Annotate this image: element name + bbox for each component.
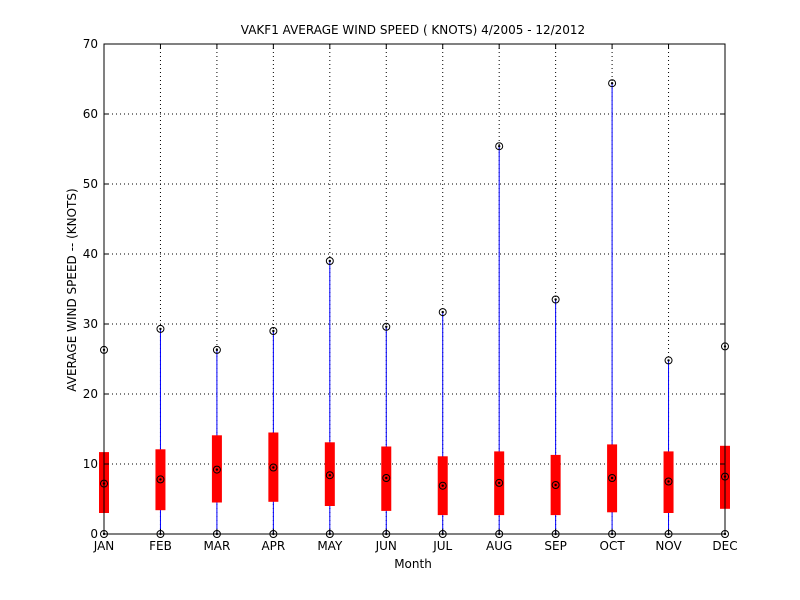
max-marker-dot bbox=[385, 325, 388, 328]
x-tick-label: APR bbox=[261, 539, 285, 553]
box-sep bbox=[550, 295, 561, 538]
median-marker-dot bbox=[554, 483, 557, 487]
box-apr bbox=[268, 327, 279, 538]
max-marker-dot bbox=[441, 310, 444, 314]
max-marker-dot bbox=[328, 259, 332, 263]
median-marker bbox=[156, 475, 165, 484]
y-tick-label: 70 bbox=[83, 37, 98, 51]
x-tick-label: OCT bbox=[600, 539, 626, 553]
x-tick-label: SEP bbox=[544, 539, 566, 553]
plot-marks bbox=[99, 79, 730, 538]
median-marker-dot bbox=[497, 481, 501, 485]
box-feb bbox=[155, 324, 166, 538]
x-tick-label: DEC bbox=[712, 539, 737, 553]
max-marker bbox=[382, 322, 391, 331]
max-marker bbox=[438, 308, 447, 317]
y-tick-label: 10 bbox=[83, 457, 98, 471]
max-marker-dot bbox=[497, 145, 501, 148]
y-axis-label: AVERAGE WIND SPEED -- (KNOTS) bbox=[65, 188, 79, 391]
max-marker-dot bbox=[610, 82, 614, 85]
x-tick-label: MAR bbox=[203, 539, 230, 553]
median-marker bbox=[212, 465, 221, 474]
max-marker bbox=[269, 327, 278, 335]
y-tick-label: 0 bbox=[90, 527, 98, 541]
chart-title: VAKF1 AVERAGE WIND SPEED ( KNOTS) 4/2005… bbox=[241, 23, 585, 37]
median-marker-dot bbox=[667, 480, 670, 483]
axis-ticks: 0 10 20 30 40 50 60 70 JAN FEB MAR APR MAY JUN JUL AUG S… bbox=[83, 37, 738, 553]
max-marker bbox=[664, 356, 673, 365]
grid-lines bbox=[104, 44, 725, 534]
y-tick-label: 30 bbox=[83, 317, 98, 331]
x-tick-label: FEB bbox=[149, 539, 172, 553]
y-tick-label: 60 bbox=[83, 107, 98, 121]
x-axis-label: Month bbox=[394, 557, 432, 571]
median-marker bbox=[382, 474, 391, 482]
median-marker bbox=[495, 478, 504, 487]
median-marker bbox=[608, 474, 617, 482]
max-marker-dot bbox=[159, 327, 162, 331]
max-marker-dot bbox=[272, 329, 275, 333]
median-marker-dot bbox=[610, 476, 614, 480]
max-marker bbox=[156, 324, 165, 333]
median-marker bbox=[551, 481, 560, 489]
max-marker bbox=[212, 345, 221, 354]
max-marker-dot bbox=[667, 359, 670, 362]
x-tick-label: AUG bbox=[486, 539, 512, 553]
max-marker bbox=[325, 257, 334, 265]
box-jun bbox=[381, 322, 392, 538]
median-marker bbox=[664, 477, 673, 486]
median-marker-dot bbox=[272, 466, 275, 469]
y-tick-label: 40 bbox=[83, 247, 98, 261]
median-marker-dot bbox=[441, 484, 444, 487]
plot-area-border bbox=[103, 43, 726, 535]
x-tick-label: NOV bbox=[655, 539, 682, 553]
max-marker bbox=[495, 142, 504, 151]
x-tick-label: JAN bbox=[93, 539, 115, 553]
box-oct bbox=[607, 79, 618, 538]
max-marker bbox=[551, 295, 560, 304]
median-marker-dot bbox=[385, 476, 388, 480]
median-marker-dot bbox=[159, 478, 162, 481]
box-nov bbox=[663, 356, 674, 538]
box-may bbox=[324, 257, 335, 538]
max-marker-dot bbox=[554, 298, 557, 301]
max-marker bbox=[608, 79, 617, 88]
box-aug bbox=[494, 142, 505, 538]
median-marker bbox=[269, 463, 278, 472]
median-marker bbox=[325, 471, 334, 480]
median-marker-dot bbox=[328, 474, 332, 477]
median-marker bbox=[438, 481, 447, 490]
y-tick-label: 50 bbox=[83, 177, 98, 191]
median-marker-dot bbox=[215, 468, 219, 471]
box-mar bbox=[211, 345, 222, 538]
y-tick-label: 20 bbox=[83, 387, 98, 401]
max-marker-dot bbox=[215, 348, 219, 352]
box-jul bbox=[437, 308, 448, 538]
x-tick-label: JUL bbox=[432, 539, 452, 553]
x-tick-label: MAY bbox=[317, 539, 343, 553]
x-tick-label: JUN bbox=[375, 539, 397, 553]
